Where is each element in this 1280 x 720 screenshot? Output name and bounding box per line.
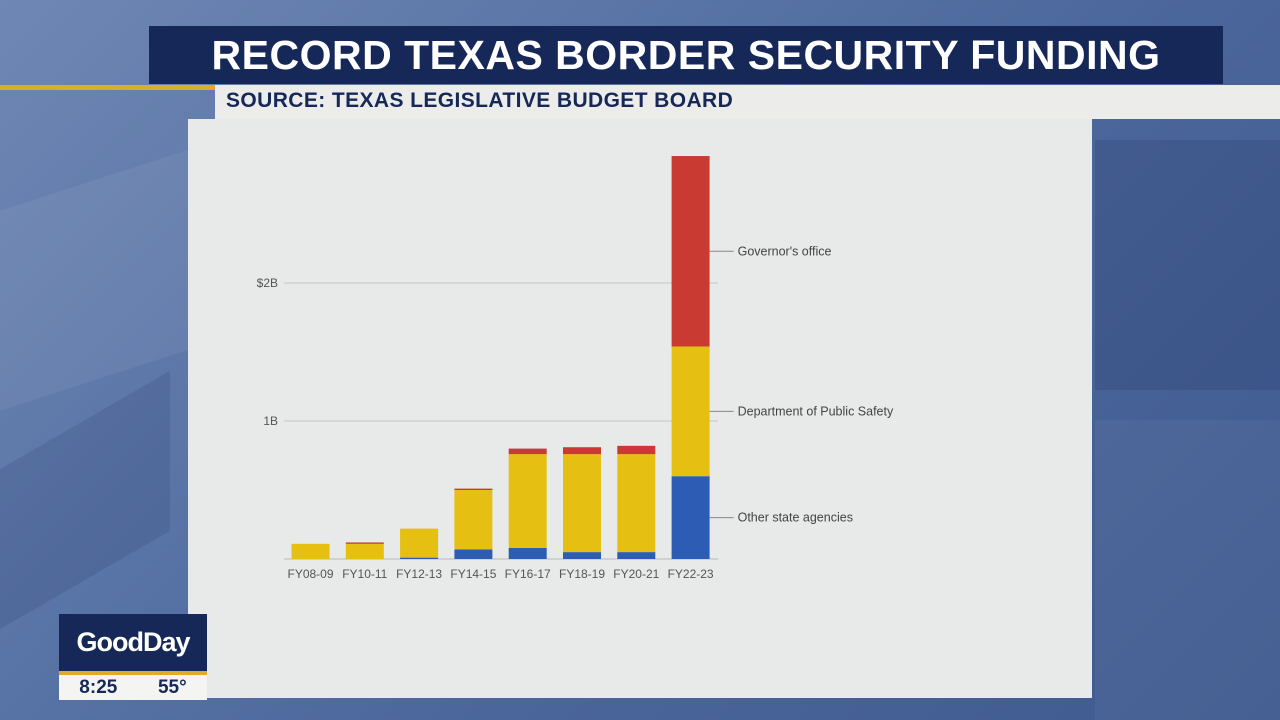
- bar-segment: [671, 476, 710, 559]
- background-panel: [0, 149, 190, 411]
- source-banner: SOURCE: TEXAS LEGISLATIVE BUDGET BOARD: [215, 85, 1280, 119]
- bar-segment: [345, 543, 384, 559]
- x-tick-label: FY14-15: [450, 567, 496, 581]
- background-panel: [1095, 420, 1280, 720]
- x-tick-label: FY16-17: [505, 567, 551, 581]
- clock-time: 8:25: [79, 676, 118, 698]
- bar-segment: [671, 156, 710, 347]
- y-tick-label: $2B: [257, 276, 278, 290]
- bar-segment: [671, 346, 710, 477]
- bar-segment: [563, 447, 601, 455]
- bar-segment: [400, 528, 439, 558]
- bar-segment: [291, 543, 330, 559]
- logo-banner: GoodDay: [59, 614, 207, 671]
- chart-panel: 1B $2B FY08-09 FY10-11 FY12-13 FY14-15 FY16-17…: [188, 119, 1092, 698]
- background-panel: [1095, 140, 1280, 390]
- logo-text: GoodDay: [76, 627, 190, 657]
- x-tick-label: FY08-09: [287, 567, 333, 581]
- stacked-bar-chart: 1B $2B FY08-09 FY10-11 FY12-13 FY14-15 FY16-17…: [257, 156, 894, 581]
- bar-segment: [617, 552, 656, 559]
- x-tick-label: FY10-11: [342, 567, 387, 581]
- series-label: Governor's office: [738, 244, 832, 258]
- background-panel: [0, 370, 170, 630]
- bar-segment: [345, 542, 384, 544]
- bar-segment: [454, 488, 493, 490]
- x-tick-label: FY22-23: [668, 567, 714, 581]
- bar-segment: [563, 454, 601, 553]
- bar-segment: [617, 445, 656, 455]
- bar-segment: [508, 547, 547, 559]
- title-banner: RECORD TEXAS BORDER SECURITY FUNDING: [149, 26, 1223, 84]
- y-tick-label: 1B: [263, 414, 278, 428]
- time-temp-strip: 8:25 55°: [59, 675, 207, 700]
- headline: RECORD TEXAS BORDER SECURITY FUNDING: [211, 31, 1161, 78]
- bar-segment: [508, 448, 547, 455]
- goodday-logo: GoodDay 8:25 55°: [59, 614, 207, 700]
- accent-line: [0, 85, 215, 90]
- series-label: Other state agencies: [738, 511, 853, 525]
- x-tick-label: FY12-13: [396, 567, 442, 581]
- bar-segment: [508, 454, 547, 548]
- series-label: Department of Public Safety: [738, 404, 894, 418]
- x-tick-label: FY20-21: [613, 567, 659, 581]
- temperature: 55°: [157, 676, 187, 698]
- x-tick-label: FY18-19: [559, 567, 605, 581]
- bar-segment: [454, 549, 493, 559]
- bar-segment: [400, 557, 439, 559]
- source-label: SOURCE: TEXAS LEGISLATIVE BUDGET BOARD: [226, 89, 734, 112]
- bar-segment: [563, 552, 601, 559]
- bar-segment: [617, 454, 656, 553]
- logo-accent: [59, 671, 207, 675]
- bar-segment: [454, 490, 493, 550]
